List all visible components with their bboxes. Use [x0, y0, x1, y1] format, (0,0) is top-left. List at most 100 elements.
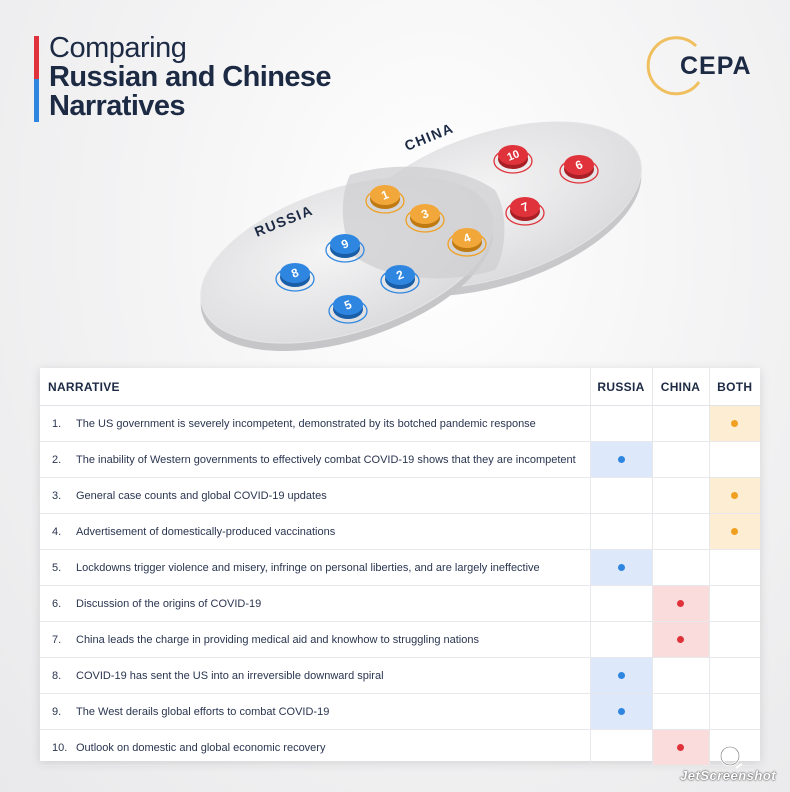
narrative-button-4: 4 — [447, 228, 487, 257]
china-indicator-dot — [677, 635, 684, 643]
cell-both — [708, 441, 760, 478]
camera-icon — [717, 743, 743, 769]
row-number: 4. — [40, 513, 76, 550]
both-indicator-dot — [731, 527, 739, 535]
narrative-button-3: 3 — [405, 204, 445, 233]
both-indicator-dot — [731, 419, 739, 427]
cell-both — [708, 549, 760, 586]
row-number: 1. — [40, 405, 76, 442]
cell-russia — [589, 729, 652, 766]
title-line-3: Narratives — [49, 90, 185, 122]
cepa-logo: CEPA — [644, 32, 754, 98]
cell-both — [708, 657, 760, 694]
row-number: 3. — [40, 477, 76, 514]
narrative-button-8: 8 — [275, 263, 315, 292]
table-row: 5. Lockdowns trigger violence and misery,… — [40, 549, 760, 586]
cell-china — [651, 405, 709, 442]
header-russia: RUSSIA — [589, 368, 652, 406]
header-china: CHINA — [651, 368, 709, 406]
cell-russia — [589, 657, 652, 694]
both-indicator-dot — [731, 491, 739, 499]
china-indicator-dot — [677, 599, 684, 607]
svg-text:3: 3 — [419, 206, 431, 222]
narrative-button-7: 7 — [505, 197, 545, 226]
table-row: 6. Discussion of the origins of COVID-19 — [40, 585, 760, 622]
jetscreenshot-watermark: JetScreenshot — [680, 742, 788, 792]
narrative-button-9: 9 — [325, 234, 365, 263]
row-narrative-text: General case counts and global COVID-19 … — [76, 477, 590, 514]
row-number: 2. — [40, 441, 76, 478]
russia-indicator-dot — [617, 707, 625, 715]
row-narrative-text: Advertisement of domestically-produced v… — [76, 513, 590, 550]
row-narrative-text: The US government is severely incompeten… — [76, 405, 590, 442]
table-row: 10. Outlook on domestic and global econom… — [40, 729, 760, 766]
row-number: 8. — [40, 657, 76, 694]
cell-both — [708, 513, 760, 550]
table-row: 9. The West derails global efforts to com… — [40, 693, 760, 730]
narrative-table: NARRATIVE RUSSIA CHINA BOTH 1. The US gov… — [40, 368, 760, 766]
svg-text:6: 6 — [573, 157, 585, 173]
russia-indicator-dot — [617, 563, 625, 571]
venn-diagram: RUSSIA CHINA 1 3 4 10 — [195, 105, 665, 370]
row-number: 10. — [40, 729, 76, 766]
header-both: BOTH — [708, 368, 760, 406]
svg-text:1: 1 — [379, 187, 391, 203]
row-number: 6. — [40, 585, 76, 622]
cell-russia — [589, 693, 652, 730]
narrative-button-5: 5 — [328, 295, 368, 324]
cell-russia — [589, 405, 652, 442]
table-row: 4. Advertisement of domestically-produced… — [40, 513, 760, 550]
cell-china — [651, 729, 709, 766]
cell-china — [651, 441, 709, 478]
table-row: 7. China leads the charge in providing me… — [40, 621, 760, 658]
svg-text:9: 9 — [339, 236, 351, 252]
row-narrative-text: Outlook on domestic and global economic … — [76, 729, 590, 766]
cell-both — [708, 693, 760, 730]
table-row: 3. General case counts and global COVID-1… — [40, 477, 760, 514]
row-narrative-text: Discussion of the origins of COVID-19 — [76, 585, 590, 622]
row-number: 9. — [40, 693, 76, 730]
accent-red — [34, 36, 39, 79]
cell-russia — [589, 441, 652, 478]
title-line-1: Comparing — [49, 32, 187, 64]
svg-text:7: 7 — [519, 199, 531, 215]
cell-russia — [589, 513, 652, 550]
svg-text:4: 4 — [461, 230, 473, 246]
cell-china — [651, 621, 709, 658]
cell-china — [651, 585, 709, 622]
cell-china — [651, 693, 709, 730]
cell-china — [651, 657, 709, 694]
row-narrative-text: COVID-19 has sent the US into an irrever… — [76, 657, 590, 694]
table-row: 1. The US government is severely incompet… — [40, 405, 760, 442]
row-narrative-text: Lockdowns trigger violence and misery, i… — [76, 549, 590, 586]
cell-both — [708, 585, 760, 622]
narrative-button-2: 2 — [380, 265, 420, 294]
row-narrative-text: China leads the charge in providing medi… — [76, 621, 590, 658]
cell-russia — [589, 585, 652, 622]
table-header-row: NARRATIVE RUSSIA CHINA BOTH — [40, 368, 760, 406]
svg-text:5: 5 — [342, 297, 354, 313]
narrative-button-10: 10 — [493, 145, 533, 174]
svg-text:2: 2 — [394, 267, 406, 283]
cell-china — [651, 513, 709, 550]
narrative-button-1: 1 — [365, 185, 405, 214]
table-row: 8. COVID-19 has sent the US into an irrev… — [40, 657, 760, 694]
narrative-table-panel: NARRATIVE RUSSIA CHINA BOTH 1. The US gov… — [40, 368, 760, 766]
accent-blue — [34, 79, 39, 122]
cell-china — [651, 477, 709, 514]
svg-text:10: 10 — [505, 148, 521, 164]
russia-indicator-dot — [617, 671, 625, 679]
title-line-2: Russian and Chinese — [49, 61, 332, 93]
cell-both — [708, 477, 760, 514]
cell-both — [708, 405, 760, 442]
row-number: 5. — [40, 549, 76, 586]
cell-russia — [589, 549, 652, 586]
row-narrative-text: The inability of Western governments to … — [76, 441, 590, 478]
header-narrative: NARRATIVE — [40, 368, 590, 406]
page-title: Comparing Russian and Chinese Narratives — [49, 34, 349, 121]
svg-text:8: 8 — [289, 265, 301, 281]
table-row: 2. The inability of Western governments t… — [40, 441, 760, 478]
row-number: 7. — [40, 621, 76, 658]
china-indicator-dot — [677, 743, 684, 751]
title-accent-bar — [34, 36, 39, 122]
